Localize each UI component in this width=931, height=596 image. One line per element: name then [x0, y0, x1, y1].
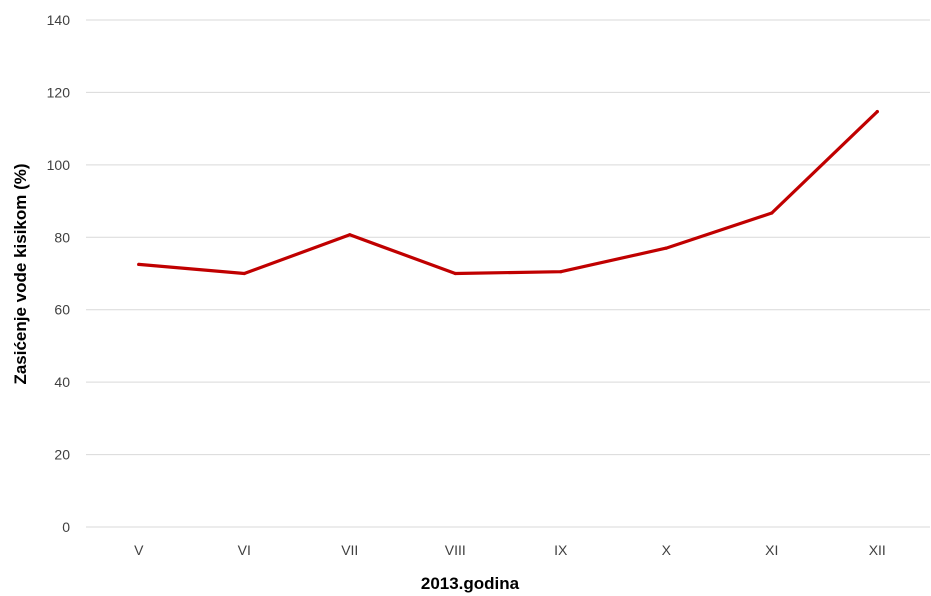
y-axis-ticks: 0 20 40 60 80 100 120 140	[47, 12, 71, 535]
series-layer	[137, 109, 879, 276]
data-point	[559, 270, 563, 274]
y-tick-label: 0	[62, 519, 70, 535]
data-point	[137, 262, 141, 267]
x-tick-label: VII	[341, 542, 358, 558]
y-axis-title: Zasićenje vode kisikom (%)	[11, 163, 30, 384]
data-point	[770, 211, 774, 215]
y-tick-label: 60	[54, 302, 70, 318]
gridlines	[86, 19, 930, 528]
y-tick-label: 20	[54, 447, 70, 463]
data-point	[242, 271, 246, 276]
data-point	[875, 110, 879, 114]
y-tick-label: 120	[47, 84, 71, 100]
x-tick-label: XI	[765, 542, 778, 558]
data-point	[664, 246, 668, 250]
x-tick-label: VIII	[445, 542, 466, 558]
x-tick-label: IX	[554, 542, 568, 558]
y-tick-label: 140	[47, 12, 71, 28]
y-tick-label: 100	[47, 157, 71, 173]
x-tick-label: VI	[238, 542, 251, 558]
y-tick-label: 40	[54, 374, 70, 390]
series-line	[137, 109, 879, 276]
x-tick-label: XII	[869, 542, 886, 558]
x-axis-title: 2013.godina	[421, 574, 520, 593]
x-tick-label: X	[662, 542, 672, 558]
x-axis-ticks: V VI VII VIII IX X XI XII	[134, 542, 886, 558]
data-point	[453, 271, 457, 276]
x-tick-label: V	[134, 542, 144, 558]
y-tick-label: 80	[54, 229, 70, 245]
data-point	[348, 233, 352, 237]
